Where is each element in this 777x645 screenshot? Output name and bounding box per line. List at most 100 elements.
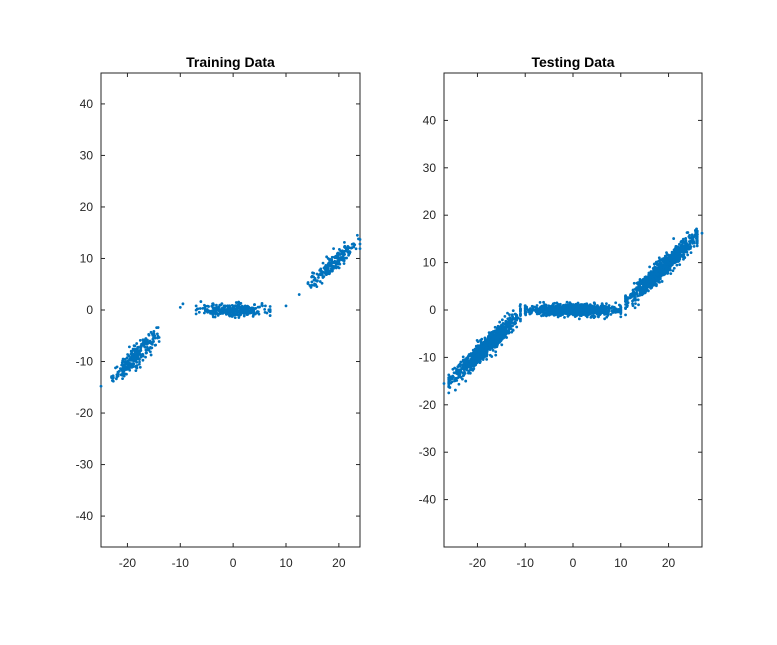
training-data-point (306, 282, 310, 286)
testing-data-point (455, 379, 459, 382)
training-data-point (132, 359, 135, 363)
training-data-point (345, 256, 348, 260)
training-data-point (143, 345, 147, 349)
training-data-point (341, 258, 345, 262)
testing-data-point (675, 263, 679, 267)
testing-data-point (576, 301, 580, 305)
testing-data-point (687, 245, 691, 249)
testing-data-point (477, 356, 481, 359)
testing-data-point (630, 292, 634, 296)
training-data-point (178, 306, 182, 309)
testing-data-point (655, 263, 659, 266)
testing-data-point (682, 247, 686, 251)
testing-data-point (619, 315, 623, 319)
training-data-point (194, 304, 198, 308)
training-data-point (343, 245, 346, 249)
testing-data-point (672, 258, 676, 262)
training-data-point (134, 357, 138, 361)
testing-data-point (462, 367, 466, 370)
testing-data-point (494, 341, 498, 345)
testing-data-point (459, 370, 463, 374)
training-data-point (206, 310, 210, 314)
training-data-point (218, 309, 222, 313)
training-y-tick-label: 20 (80, 200, 94, 214)
testing-data-point (543, 312, 546, 316)
testing-data-point (568, 301, 572, 305)
training-data-point (330, 258, 334, 262)
testing-data-point (677, 252, 680, 256)
testing-data-point (519, 303, 522, 306)
testing-data-point (656, 273, 660, 277)
training-data-point (354, 247, 358, 251)
training-data-point (123, 357, 127, 361)
training-data-point (229, 310, 233, 314)
testing-data-point (688, 236, 692, 240)
testing-data-point (646, 283, 650, 286)
testing-y-tick-label: 0 (429, 303, 436, 317)
testing-data-point (640, 293, 644, 297)
testing-data-point (530, 310, 534, 314)
training-data-point (117, 369, 121, 373)
testing-data-point (682, 255, 686, 258)
testing-data-point (498, 320, 502, 324)
testing-data-point (558, 303, 561, 307)
testing-data-point (585, 313, 589, 317)
testing-data-point (606, 306, 609, 310)
training-data-point (258, 305, 261, 309)
training-data-point (268, 308, 272, 311)
testing-data-point (545, 311, 549, 315)
testing-data-point (488, 348, 492, 351)
training-data-point (320, 273, 324, 276)
training-data-point (233, 316, 237, 320)
testing-data-point (666, 258, 670, 262)
testing-data-point (671, 269, 675, 273)
testing-data-point (548, 308, 552, 312)
testing-data-point (695, 227, 698, 231)
training-data-point (347, 246, 351, 250)
training-data-point (209, 312, 212, 315)
testing-data-point (568, 303, 572, 307)
testing-data-point (496, 334, 500, 338)
training-data-point (263, 308, 267, 311)
testing-data-point (447, 385, 451, 389)
training-x-tick-label: -10 (172, 556, 190, 570)
training-data-point (121, 357, 125, 361)
training-data-point (336, 252, 339, 256)
training-data-point (198, 307, 202, 310)
training-data-point (114, 366, 117, 370)
testing-data-point (575, 313, 579, 317)
testing-ticks: -20 -10 0 10 20 -40 -30 -20 -10 0 10 20 30 40 (419, 73, 702, 570)
training-data-point (151, 333, 155, 337)
testing-data-point (561, 310, 565, 314)
training-data-point (216, 312, 220, 316)
training-data-point (337, 266, 341, 270)
testing-data-point (462, 373, 466, 377)
testing-data-point (483, 351, 487, 355)
testing-data-point (672, 237, 676, 240)
testing-y-tick-label: 40 (423, 113, 437, 127)
training-y-tick-label: 10 (80, 251, 94, 265)
testing-data-point (494, 350, 498, 354)
training-data-point (268, 305, 272, 308)
testing-data-point (577, 317, 581, 321)
testing-data-point (491, 330, 495, 333)
testing-data-point (476, 340, 480, 343)
training-data-point (141, 338, 145, 342)
testing-data-point (579, 311, 583, 315)
testing-data-point (565, 307, 569, 310)
testing-data-point (659, 272, 663, 276)
training-data-point (250, 306, 254, 310)
testing-data-point (508, 313, 511, 317)
training-data-point (138, 360, 141, 364)
training-data-point (130, 350, 133, 354)
testing-data-point (675, 245, 679, 249)
training-data-point (122, 360, 126, 364)
training-data-point (237, 300, 241, 304)
testing-data-point (453, 378, 456, 382)
training-data-point (358, 238, 362, 241)
training-data-point (199, 300, 203, 303)
testing-data-point (515, 325, 519, 329)
training-chart-title: Training Data (186, 54, 275, 70)
testing-data-point (619, 307, 623, 311)
training-data-point (204, 304, 208, 308)
